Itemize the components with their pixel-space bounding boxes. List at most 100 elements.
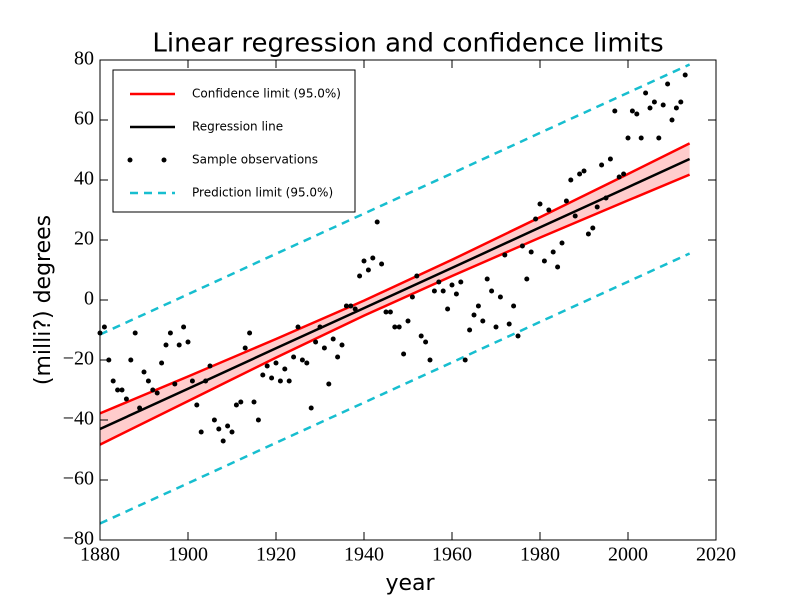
- observation: [467, 327, 473, 333]
- observation: [194, 402, 200, 408]
- observation: [163, 342, 169, 348]
- observation: [506, 321, 512, 327]
- x-tick-label: 1880: [80, 544, 120, 566]
- observation: [396, 324, 402, 330]
- observation: [106, 357, 112, 363]
- observation: [326, 381, 332, 387]
- observation: [480, 318, 486, 324]
- observation: [321, 345, 327, 351]
- observation: [229, 429, 235, 435]
- observation: [247, 330, 253, 336]
- observation: [150, 387, 156, 393]
- observation: [643, 90, 649, 96]
- x-tick-label: 1900: [168, 544, 208, 566]
- x-tick-label: 1960: [432, 544, 472, 566]
- observation: [418, 333, 424, 339]
- y-tick-label: 20: [74, 228, 94, 250]
- observation: [379, 261, 385, 267]
- observation: [141, 369, 147, 375]
- observation: [115, 387, 121, 393]
- observation: [308, 405, 314, 411]
- observation: [159, 360, 165, 366]
- chart-title: Linear regression and confidence limits: [152, 29, 663, 59]
- y-tick-label: 40: [74, 168, 94, 190]
- observation: [519, 243, 525, 249]
- observation: [590, 225, 596, 231]
- observation: [515, 333, 521, 339]
- observation: [462, 357, 468, 363]
- x-tick-label: 2000: [608, 544, 648, 566]
- prediction-upper: [99, 63, 691, 336]
- observation: [559, 240, 565, 246]
- legend-label: Regression line: [192, 120, 283, 134]
- legend: Confidence limit (95.0%) Regression line S…: [112, 69, 356, 213]
- observation: [555, 264, 561, 270]
- observation: [299, 357, 305, 363]
- legend-label: Sample observations: [192, 153, 318, 167]
- observation: [585, 231, 591, 237]
- y-tick-label: 80: [74, 48, 94, 70]
- observation: [128, 357, 134, 363]
- observation: [167, 330, 173, 336]
- observation: [524, 276, 530, 282]
- observation: [405, 318, 411, 324]
- observation: [436, 279, 442, 285]
- observation: [471, 312, 477, 318]
- observation: [123, 396, 129, 402]
- observation: [286, 378, 292, 384]
- x-tick-label: 1980: [520, 544, 560, 566]
- observation: [132, 330, 138, 336]
- observation: [669, 117, 675, 123]
- observation: [181, 324, 187, 330]
- observation: [401, 351, 407, 357]
- observation: [277, 378, 283, 384]
- observation: [137, 405, 143, 411]
- y-tick-label: 60: [74, 108, 94, 130]
- observation: [154, 390, 160, 396]
- observation: [546, 207, 552, 213]
- legend-swatch: [161, 157, 167, 163]
- observation: [563, 198, 569, 204]
- prediction-lower: [99, 252, 691, 525]
- observation: [330, 336, 336, 342]
- observation: [357, 273, 363, 279]
- y-tick-label: −60: [63, 468, 94, 490]
- observation: [673, 105, 679, 111]
- observation: [211, 417, 217, 423]
- observation: [682, 72, 688, 78]
- observation: [317, 324, 323, 330]
- observation: [511, 303, 517, 309]
- observation: [607, 156, 613, 162]
- observation: [101, 324, 107, 330]
- observation: [387, 309, 393, 315]
- observation: [361, 258, 367, 264]
- observation: [581, 168, 587, 174]
- observation: [220, 438, 226, 444]
- observation: [528, 249, 534, 255]
- observation: [365, 267, 371, 273]
- x-tick-label: 1920: [256, 544, 296, 566]
- observation: [660, 102, 666, 108]
- observation: [273, 360, 279, 366]
- observation: [198, 429, 204, 435]
- observation: [484, 276, 490, 282]
- observation: [621, 171, 627, 177]
- observation: [616, 174, 622, 180]
- observation: [348, 303, 354, 309]
- observation: [440, 288, 446, 294]
- observation: [634, 111, 640, 117]
- observation: [304, 360, 310, 366]
- observation: [207, 363, 213, 369]
- observation: [409, 294, 415, 300]
- y-axis-label: (milli?) degrees: [31, 215, 56, 385]
- observation: [238, 399, 244, 405]
- observation: [203, 378, 209, 384]
- observation: [291, 354, 297, 360]
- observation: [383, 309, 389, 315]
- observation: [497, 294, 503, 300]
- observation: [427, 357, 433, 363]
- observation: [638, 135, 644, 141]
- observation: [260, 372, 266, 378]
- observation: [625, 135, 631, 141]
